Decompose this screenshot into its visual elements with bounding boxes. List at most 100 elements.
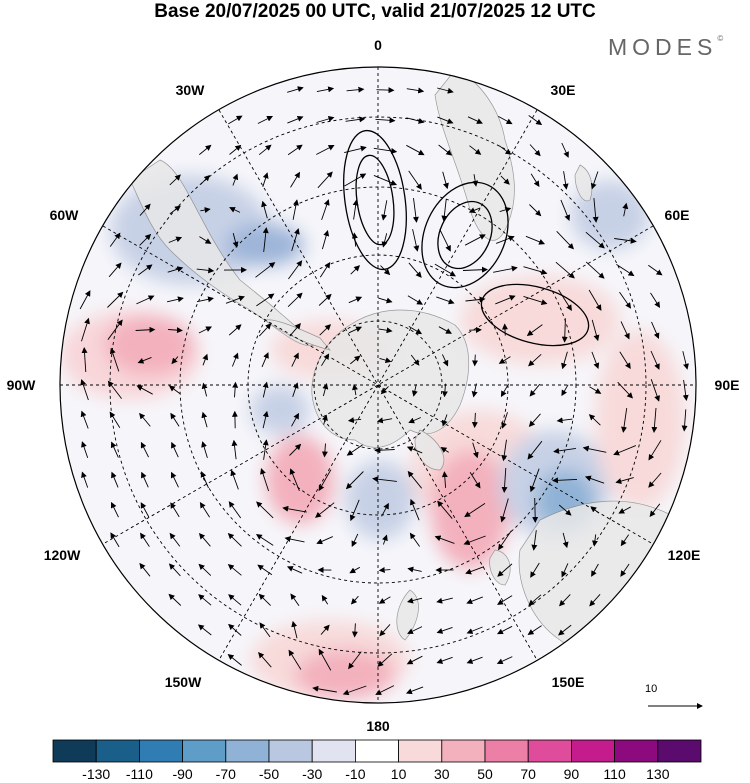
- brand-name: MODES: [608, 34, 718, 60]
- wind-arrow: [168, 385, 181, 395]
- wind-arrow: [202, 353, 209, 366]
- wind-arrow: [344, 173, 367, 187]
- wind-arrow: [200, 174, 211, 185]
- wind-arrow: [287, 86, 304, 93]
- wind-arrow: [498, 530, 512, 551]
- wind-arrow: [588, 289, 602, 311]
- wind-arrow: [256, 501, 274, 519]
- meridian-label-0: 0: [374, 37, 382, 53]
- wind-arrow: [531, 530, 538, 551]
- wind-arrow: [375, 685, 395, 695]
- wind-arrow: [528, 115, 543, 126]
- wind-arrow: [199, 144, 212, 155]
- colorbar-swatch: [52, 739, 97, 763]
- wind-arrow: [321, 443, 328, 458]
- wind-arrow: [198, 532, 211, 547]
- wind-arrow: [466, 656, 483, 664]
- wind-arrow: [289, 323, 301, 337]
- wind-arrow: [615, 477, 634, 484]
- wind-arrow: [471, 354, 478, 367]
- wind-arrow: [497, 595, 513, 605]
- wind-arrow: [348, 326, 363, 334]
- wind-arrow: [107, 380, 122, 399]
- wind-arrow: [498, 116, 513, 125]
- wind-arrow: [465, 566, 485, 575]
- wind-arrow: [286, 566, 303, 574]
- wind-arrow: [350, 265, 361, 275]
- wind-arrow: [501, 467, 508, 493]
- wind-arrow: [196, 296, 214, 303]
- wind-arrow: [523, 295, 548, 305]
- wind-arrow: [288, 649, 302, 670]
- wind-arrow: [139, 233, 152, 246]
- wind-arrow: [468, 207, 481, 214]
- wind-arrow: [406, 144, 425, 156]
- wind-arrow: [462, 266, 488, 273]
- wind-arrow: [81, 317, 90, 342]
- colorbar-swatch: [571, 739, 616, 763]
- wind-arrow: [591, 351, 600, 370]
- wind-arrow: [81, 441, 89, 459]
- wind-arrow: [378, 596, 391, 604]
- colorbar-tick-label: 130: [646, 766, 670, 782]
- wind-arrow: [682, 351, 689, 370]
- wind-arrow: [441, 471, 448, 488]
- colorbar-swatch: [268, 739, 313, 763]
- wind-arrow: [618, 506, 632, 514]
- colorbar-swatch: [657, 739, 702, 763]
- colorbar-tick-label: -50: [258, 766, 280, 782]
- wind-arrow: [288, 260, 303, 280]
- wind-arrow: [501, 439, 508, 462]
- wind-arrow: [559, 594, 571, 607]
- wind-arrow: [382, 534, 388, 545]
- colorbar-tick-label: -110: [125, 766, 153, 782]
- wind-arrow: [200, 207, 211, 213]
- wind-arrow: [442, 171, 449, 190]
- wind-arrow: [257, 116, 273, 124]
- wind-arrow: [349, 499, 360, 522]
- wind-arrow: [409, 498, 420, 521]
- map-boundary: [59, 66, 697, 704]
- wind-arrow: [228, 115, 243, 125]
- wind-arrow: [471, 383, 478, 398]
- colorbar-swatch: [441, 739, 486, 763]
- wind-arrow: [591, 534, 598, 547]
- wind-arrow: [316, 116, 335, 123]
- wind-arrow: [349, 566, 361, 574]
- wind-arrow: [317, 171, 333, 189]
- wind-arrow: [351, 623, 358, 638]
- wind-arrow: [406, 87, 425, 94]
- wind-arrow: [527, 440, 543, 460]
- wind-arrow: [198, 594, 212, 606]
- wind-arrow: [109, 232, 121, 247]
- wind-arrow: [255, 534, 274, 546]
- wind-arrow: [469, 472, 481, 489]
- wind-arrow: [379, 357, 392, 364]
- wind-arrow: [320, 624, 330, 635]
- wind-arrow: [529, 383, 541, 397]
- reference-vector-label: 10: [645, 683, 658, 695]
- wind-arrow: [291, 228, 300, 252]
- wind-arrow: [526, 324, 543, 336]
- wind-arrow: [466, 626, 483, 634]
- wind-arrow: [291, 352, 299, 367]
- wind-arrow: [200, 471, 209, 489]
- wind-arrow: [528, 353, 542, 367]
- wind-arrow: [377, 653, 393, 667]
- wind-arrow: [81, 471, 89, 488]
- wind-arrow: [346, 86, 365, 93]
- wind-arrow: [292, 199, 299, 220]
- wind-arrow: [198, 326, 212, 334]
- wind-arrow: [262, 227, 269, 252]
- colorbar-tick-label: 90: [563, 766, 580, 782]
- wind-arrow: [589, 593, 601, 607]
- wind-arrow: [199, 501, 210, 518]
- colorbar-tick-label: 70: [520, 766, 536, 782]
- wind-arrow: [464, 234, 486, 246]
- brand-mark: ©: [717, 34, 724, 43]
- wind-arrow: [558, 504, 572, 516]
- wind-arrow: [469, 145, 482, 155]
- wind-arrow: [553, 447, 576, 454]
- wind-arrow: [590, 506, 600, 514]
- wind-arrow: [585, 261, 605, 279]
